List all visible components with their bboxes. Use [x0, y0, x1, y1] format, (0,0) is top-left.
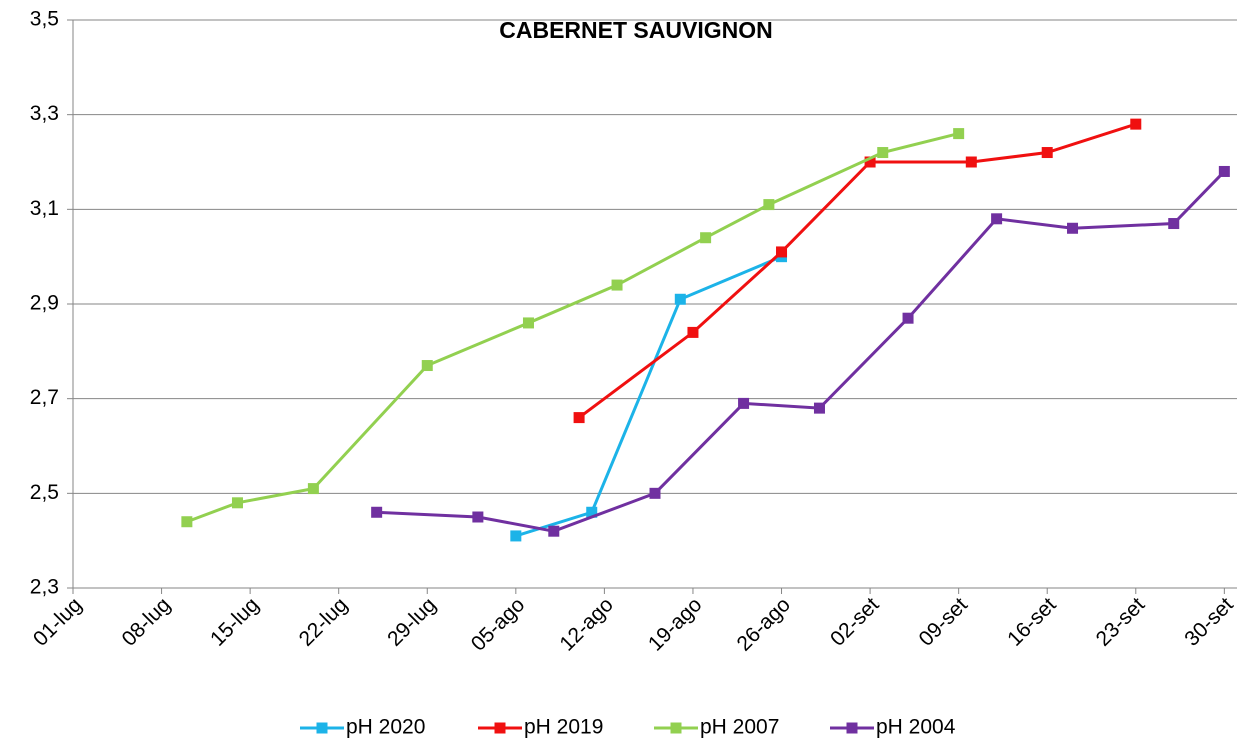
y-tick-label: 3,1	[30, 197, 59, 220]
x-tick-label: 15-lug	[206, 593, 264, 651]
data-point	[700, 232, 712, 244]
legend-marker	[846, 722, 858, 734]
data-point	[776, 246, 788, 258]
x-tick-label: 19-ago	[644, 593, 707, 656]
x-tick-label: 26-ago	[732, 593, 795, 656]
legend-label: pH 2007	[700, 716, 779, 739]
data-point	[307, 483, 319, 495]
data-point	[649, 487, 661, 499]
data-point	[953, 128, 965, 140]
data-point	[1218, 165, 1230, 177]
data-point	[1168, 218, 1180, 230]
x-tick-label: 16-set	[1003, 593, 1061, 651]
data-point	[877, 147, 889, 159]
x-tick-label: 30-set	[1180, 593, 1238, 651]
data-point	[763, 199, 775, 211]
x-tick-label: 02-set	[826, 593, 884, 651]
data-point	[548, 525, 560, 537]
data-point	[573, 412, 585, 424]
x-tick-label: 09-set	[915, 593, 973, 651]
data-line	[515, 255, 783, 538]
data-point	[902, 312, 914, 324]
data-point	[421, 360, 433, 372]
data-point	[991, 213, 1003, 225]
data-line	[186, 132, 960, 524]
data-point	[965, 156, 977, 168]
x-tick-label: 22-lug	[295, 593, 353, 651]
data-point	[510, 530, 522, 542]
legend-marker	[316, 722, 328, 734]
y-tick-label: 3,5	[30, 8, 59, 31]
y-tick-label: 2,5	[30, 481, 59, 504]
x-tick-label: 23-set	[1092, 593, 1150, 651]
y-tick-label: 2,3	[30, 576, 59, 599]
data-point	[1041, 147, 1053, 159]
data-point	[371, 506, 383, 518]
data-point	[522, 317, 534, 329]
legend-marker	[494, 722, 506, 734]
x-tick-label: 29-lug	[383, 593, 441, 651]
data-point	[1067, 222, 1079, 234]
data-point	[1130, 118, 1142, 130]
data-point	[687, 326, 699, 338]
data-point	[472, 511, 484, 523]
x-tick-label: 05-ago	[467, 593, 530, 656]
y-tick-label: 2,9	[30, 292, 59, 315]
data-line	[376, 170, 1226, 533]
data-point	[738, 397, 750, 409]
data-point	[181, 516, 193, 528]
data-point	[674, 293, 686, 305]
y-tick-label: 3,3	[30, 102, 59, 125]
x-tick-label: 01-lug	[29, 593, 87, 651]
data-point	[864, 156, 876, 168]
data-point	[813, 402, 825, 414]
data-line	[578, 122, 1137, 419]
x-tick-label: 08-lug	[117, 593, 175, 651]
y-tick-label: 2,7	[30, 386, 59, 409]
data-point	[586, 506, 598, 518]
chart-title: CABERNET SAUVIGNON	[499, 17, 772, 43]
legend-marker	[670, 722, 682, 734]
legend-label: pH 2019	[524, 716, 603, 739]
legend-label: pH 2004	[876, 716, 956, 739]
data-point	[611, 279, 623, 291]
legend-label: pH 2020	[346, 716, 425, 739]
x-tick-label: 12-ago	[555, 593, 618, 656]
data-point	[231, 497, 243, 509]
